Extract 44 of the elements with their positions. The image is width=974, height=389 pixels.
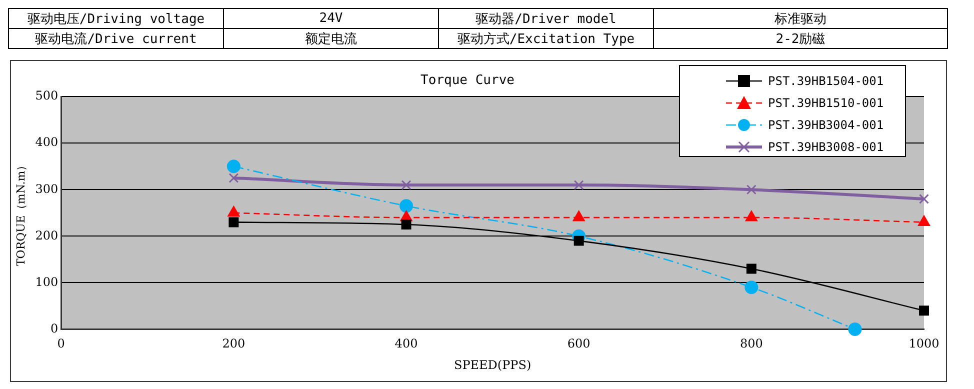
point bbox=[401, 180, 412, 190]
point bbox=[572, 210, 585, 222]
x-tick-label: 200 bbox=[222, 336, 246, 351]
text: 驱动器/Driver model bbox=[438, 8, 654, 28]
y-tick-label: 300 bbox=[35, 182, 58, 196]
point bbox=[744, 280, 758, 294]
text: 驱动方式/Excitation Type bbox=[438, 28, 654, 48]
point bbox=[745, 210, 758, 222]
chart-title: Torque Curve bbox=[420, 73, 515, 88]
y-tick-label: 400 bbox=[35, 135, 58, 150]
text: 驱动电压/Driving voltage bbox=[8, 8, 224, 28]
point bbox=[919, 306, 929, 316]
point bbox=[746, 184, 756, 195]
y-tick-label: 500 bbox=[35, 88, 58, 103]
point bbox=[401, 220, 412, 230]
text: 标准驱动 bbox=[654, 8, 948, 28]
point bbox=[919, 194, 929, 204]
point bbox=[400, 199, 414, 213]
legend-label: PST.39HB1504-001 bbox=[768, 74, 884, 88]
y-tick-label: 100 bbox=[35, 274, 58, 289]
legend-label: PST.39HB3004-001 bbox=[768, 118, 884, 132]
point bbox=[746, 264, 756, 274]
point bbox=[848, 322, 862, 336]
y-tick-label: 0 bbox=[50, 321, 58, 336]
text: 2-2励磁 bbox=[654, 28, 948, 48]
legend-label: PST.39HB3008-001 bbox=[768, 140, 884, 154]
text: 额定电流 bbox=[224, 28, 438, 48]
text: 驱动电流/Drive current bbox=[8, 28, 224, 48]
text: 24V bbox=[224, 8, 438, 28]
x-axis-title: SPEED(PPS) bbox=[454, 358, 532, 372]
y-tick-label: 200 bbox=[35, 228, 58, 242]
point bbox=[228, 206, 240, 217]
point bbox=[574, 236, 584, 246]
point bbox=[228, 173, 239, 184]
point bbox=[574, 180, 584, 190]
x-tick-label: 1000 bbox=[908, 336, 940, 351]
point bbox=[918, 215, 930, 226]
x-tick-label: 400 bbox=[394, 336, 418, 351]
point bbox=[226, 160, 240, 174]
x-tick-label: 600 bbox=[567, 336, 590, 351]
point bbox=[228, 217, 239, 228]
legend-label: PST.39HB1510-001 bbox=[768, 96, 884, 110]
y-axis-title: TORQUE（mN.m） bbox=[14, 160, 28, 266]
x-tick-label: 800 bbox=[740, 336, 763, 351]
